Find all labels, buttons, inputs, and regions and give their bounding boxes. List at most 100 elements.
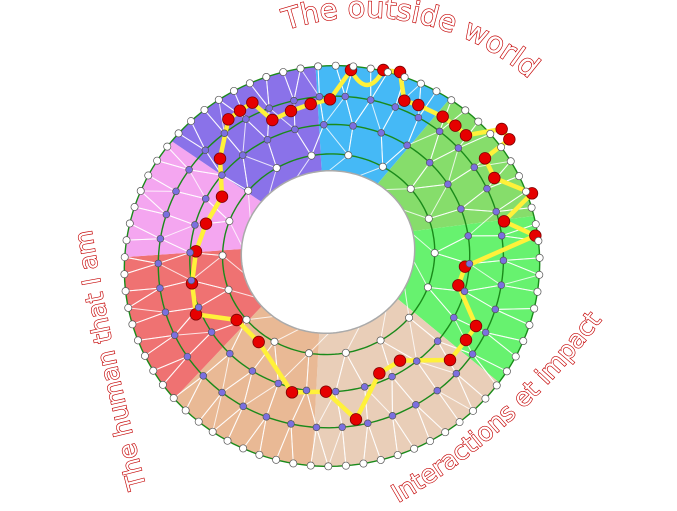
purple-node (218, 388, 226, 397)
spoke (380, 340, 417, 362)
spoke (242, 155, 249, 191)
spoke (352, 99, 372, 127)
spoke (467, 211, 497, 237)
white-node (530, 304, 539, 313)
white-node (341, 348, 350, 357)
purple-node (341, 92, 349, 101)
red-node (349, 413, 363, 426)
spoke (246, 316, 274, 321)
spoke (218, 99, 225, 134)
white-node (525, 321, 534, 329)
spoke (408, 317, 438, 342)
purple-node (452, 369, 461, 378)
purple-node (185, 166, 193, 174)
spoke (205, 198, 230, 222)
spoke (455, 373, 474, 412)
purple-node (364, 419, 372, 428)
spoke (436, 390, 460, 423)
white-node (279, 68, 288, 76)
red-node (222, 113, 235, 126)
spoke (391, 415, 399, 456)
white-node (130, 203, 139, 211)
white-node (424, 214, 433, 223)
spoke (469, 263, 502, 286)
spoke (317, 66, 320, 97)
spoke (188, 169, 207, 199)
spoke (166, 146, 190, 171)
red-node (323, 93, 337, 106)
purple-node (491, 305, 500, 314)
red-node (213, 152, 227, 165)
red-node (373, 367, 386, 380)
white-node (522, 187, 530, 196)
spoke (124, 262, 159, 275)
spoke (447, 147, 459, 185)
spoke (410, 183, 448, 190)
red-node (304, 97, 317, 111)
spoke (315, 427, 329, 467)
spoke (189, 169, 222, 176)
purple-node (187, 276, 196, 285)
white-node (366, 64, 375, 73)
white-node (378, 162, 387, 171)
spoke (282, 71, 295, 101)
purple-node (242, 115, 250, 123)
purple-node (320, 121, 328, 129)
spoke (134, 206, 167, 215)
purple-node (239, 151, 247, 159)
spoke (408, 317, 418, 362)
spoke (308, 332, 330, 354)
red-node (393, 354, 407, 367)
spoke (474, 160, 511, 168)
spoke (198, 392, 223, 422)
spoke (335, 391, 343, 428)
spoke (175, 190, 206, 200)
spoke (191, 255, 223, 281)
white-node (194, 417, 203, 426)
spoke (228, 289, 255, 298)
purple-node (315, 92, 324, 101)
spoke (305, 353, 310, 391)
purple-node (194, 303, 203, 312)
spoke (460, 188, 488, 210)
spoke (310, 427, 317, 466)
white-node (174, 129, 183, 138)
spoke (300, 68, 320, 97)
spoke (242, 119, 247, 156)
spoke (344, 96, 354, 127)
red-node (266, 113, 279, 127)
spoke (212, 392, 223, 432)
spoke (472, 353, 498, 386)
spoke (296, 155, 312, 178)
white-node (359, 459, 368, 468)
spoke (273, 341, 279, 384)
sector-7 (171, 66, 322, 202)
spoke (148, 175, 177, 192)
white-node (158, 380, 167, 389)
purple-node (172, 187, 180, 196)
purple-node (450, 313, 458, 322)
spoke (294, 129, 312, 156)
white-node (344, 151, 353, 160)
white-node (534, 236, 543, 245)
white-node (289, 459, 298, 468)
white-node (296, 64, 305, 73)
white-node (474, 117, 483, 126)
purple-node (248, 367, 257, 375)
red-node (230, 313, 243, 327)
spoke (385, 188, 411, 191)
spoke (290, 390, 307, 425)
white-node (393, 451, 402, 459)
purple-node (360, 383, 369, 391)
white-node (527, 203, 536, 212)
white-node (515, 172, 524, 181)
white-node (230, 86, 238, 95)
spoke (367, 423, 382, 461)
white-node (506, 157, 515, 166)
purple-node (412, 357, 421, 365)
spoke (412, 234, 436, 254)
spoke (160, 224, 196, 240)
white-node (255, 450, 264, 459)
purple-node (338, 423, 346, 431)
white-node (447, 96, 456, 105)
